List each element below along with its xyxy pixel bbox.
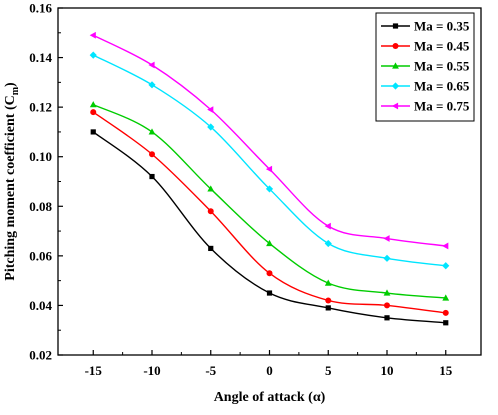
data-point: [324, 222, 331, 230]
y-tick-label: 0.14: [29, 50, 52, 65]
data-point: [148, 81, 156, 89]
legend-label: Ma = 0.65: [414, 79, 470, 94]
data-point: [384, 315, 390, 321]
legend-label: Ma = 0.35: [414, 19, 470, 34]
y-axis-title-close: ): [3, 82, 18, 87]
data-point: [325, 297, 332, 304]
data-point: [208, 245, 214, 252]
data-point: [442, 294, 450, 301]
legend-swatch-marker: [392, 62, 399, 69]
data-point: [383, 235, 390, 242]
y-tick-label: 0.12: [29, 100, 52, 115]
y-tick-label: 0.10: [29, 149, 52, 164]
data-point: [325, 305, 331, 311]
series-4: [89, 31, 449, 250]
data-point: [384, 302, 390, 309]
data-point: [89, 51, 97, 59]
data-point: [383, 254, 391, 262]
y-tick-label: 0.06: [29, 248, 52, 263]
data-point: [266, 290, 273, 296]
x-tick-label: 5: [325, 363, 332, 378]
legend-item: Ma = 0.55: [381, 59, 470, 74]
legend-label: Ma = 0.55: [414, 59, 470, 74]
data-point: [89, 31, 96, 39]
series-line: [92, 111, 446, 314]
data-point: [149, 151, 155, 158]
data-point: [89, 101, 97, 108]
data-point: [148, 128, 156, 135]
data-point: [148, 61, 155, 69]
data-point: [442, 242, 449, 250]
data-point: [90, 129, 96, 135]
x-tick-label: 10: [381, 363, 394, 378]
data-point: [266, 239, 273, 247]
series-1: [90, 109, 449, 316]
data-point: [207, 185, 215, 192]
data-point: [383, 289, 391, 296]
series-0: [90, 129, 449, 326]
y-axis-title: Pitching moment coefficient (Cm): [3, 82, 21, 281]
legend-swatch-marker: [391, 102, 399, 110]
y-axis-title-subscript: m: [10, 86, 21, 95]
data-point: [207, 123, 215, 131]
legend-swatch-marker: [391, 82, 400, 90]
series-3: [89, 51, 450, 270]
legend-item: Ma = 0.35: [381, 19, 470, 34]
legend-swatch-marker: [392, 23, 399, 29]
y-tick-label: 0.08: [29, 199, 52, 214]
x-tick-label: 15: [439, 363, 453, 378]
legend-item: Ma = 0.75: [381, 99, 470, 114]
series-line: [92, 104, 446, 299]
x-tick-label: -5: [205, 363, 216, 378]
x-axis-title: Angle of attack (α): [214, 390, 326, 405]
legend-box: [375, 12, 475, 122]
data-point: [90, 109, 97, 116]
x-tick-label: 0: [266, 363, 273, 378]
data-point: [442, 309, 449, 316]
x-tick-label: -10: [143, 363, 160, 378]
y-tick-label: 0.02: [29, 348, 52, 363]
plot-layer: 0.02 0.04 0.06 0.08 0.10 0.12 0.14 0.16 -15 -10 -5…: [29, 1, 482, 378]
y-tick-label: 0.16: [29, 1, 52, 16]
data-point: [443, 320, 449, 326]
data-point: [149, 173, 155, 180]
legend: Ma = 0.35 Ma = 0.45 Ma = 0.55 Ma = 0.65 Ma =…: [375, 12, 475, 122]
legend-label: Ma = 0.45: [414, 39, 470, 54]
series-2: [89, 101, 450, 301]
data-point: [207, 208, 214, 215]
data-point: [324, 239, 332, 248]
data-point: [207, 106, 214, 114]
legend-item: Ma = 0.45: [381, 39, 470, 54]
data-point: [266, 270, 273, 277]
legend-item: Ma = 0.65: [381, 79, 470, 94]
y-tick-label: 0.04: [29, 298, 52, 313]
legend-label: Ma = 0.75: [414, 99, 470, 114]
data-point: [265, 185, 274, 193]
x-tick-label: -15: [85, 363, 103, 378]
data-point: [265, 165, 273, 173]
y-axis-title-main: Pitching moment coefficient (C: [3, 95, 18, 280]
data-point: [324, 279, 332, 286]
data-point: [442, 262, 450, 270]
legend-swatch-marker: [392, 43, 399, 49]
